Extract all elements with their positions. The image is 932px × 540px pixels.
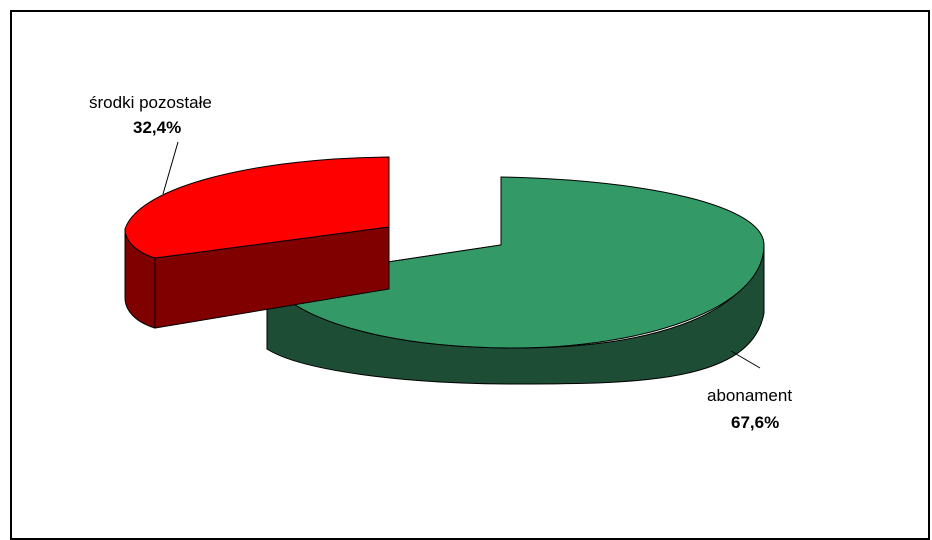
label-abonament-percent: 67,6% <box>731 413 779 432</box>
pie-chart: środki pozostałe 32,4% abonament 67,6% <box>89 93 792 432</box>
leader-line-abonament <box>730 350 761 369</box>
slice-abonament <box>266 176 765 385</box>
slice-abonament-top <box>266 176 765 349</box>
label-srodki-percent: 32,4% <box>133 118 181 137</box>
slice-srodki-pozostale <box>124 156 390 329</box>
slice-srodki-top <box>124 156 390 259</box>
leader-line-srodki <box>162 141 179 195</box>
label-srodki-name: środki pozostałe <box>89 93 212 112</box>
label-abonament-name: abonament <box>707 386 792 405</box>
